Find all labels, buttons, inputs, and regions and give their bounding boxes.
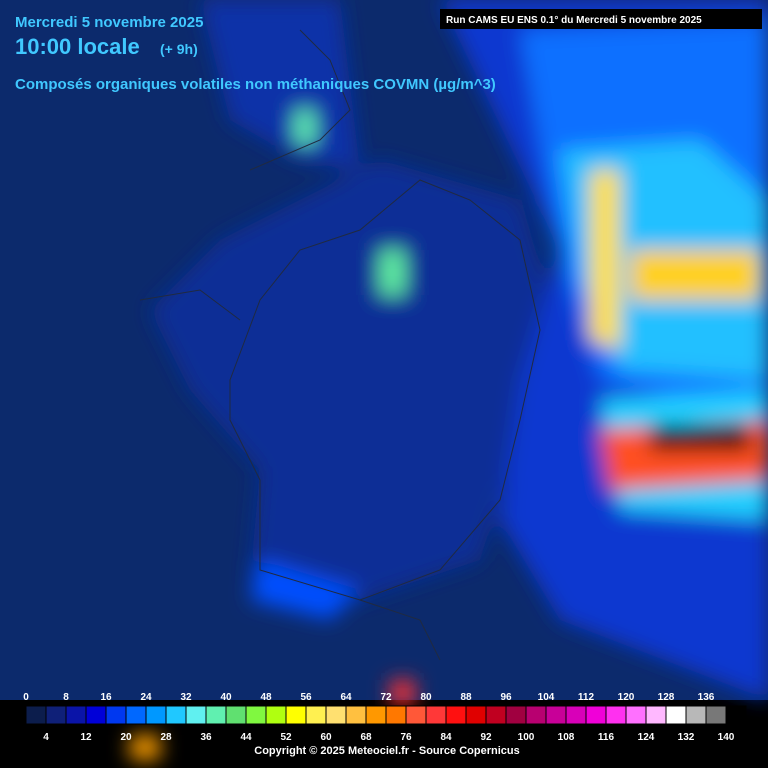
forecast-offset: (+ 9h) [160, 41, 198, 57]
colorbar-tick-label: 80 [420, 692, 432, 703]
colorbar-tick-label: 4 [43, 732, 49, 743]
color-swatch [525, 705, 547, 725]
color-swatch [325, 705, 347, 725]
colorbar-tick-label: 136 [698, 692, 715, 703]
color-swatch [305, 705, 327, 725]
borders [139, 29, 541, 661]
date: Mercredi 5 novembre 2025 [15, 14, 203, 31]
colorbar-tick-label: 140 [718, 732, 735, 743]
color-swatch [65, 705, 87, 725]
colorbar-tick-label: 44 [240, 732, 252, 743]
colorbar: 0481216202428323640444852566064687276808… [23, 692, 747, 743]
run-label-bg [440, 9, 762, 29]
copyright: Copyright © 2025 Meteociel.fr - Source C… [254, 745, 519, 757]
colorbar-tick-label: 128 [658, 692, 675, 703]
colorbar-tick-label: 120 [618, 692, 635, 703]
color-swatch [665, 705, 687, 725]
color-swatch [445, 705, 467, 725]
color-swatch [625, 705, 647, 725]
colorbar-tick-label: 68 [360, 732, 372, 743]
colorbar-tick-label: 112 [578, 692, 595, 703]
color-swatch [145, 705, 167, 725]
color-swatch [125, 705, 147, 725]
color-swatch [225, 705, 247, 725]
colorbar-tick-label: 48 [260, 692, 272, 703]
colorbar-tick-label: 52 [280, 732, 292, 743]
colorbar-tick-label: 56 [300, 692, 312, 703]
color-swatch [565, 705, 587, 725]
colorbar-tick-label: 64 [340, 692, 352, 703]
colorbar-tick-label: 100 [518, 732, 535, 743]
color-swatch [425, 705, 447, 725]
color-swatch [705, 705, 727, 725]
color-swatch [685, 705, 707, 725]
color-swatch [725, 705, 747, 725]
colorbar-tick-label: 96 [500, 692, 512, 703]
color-swatch [205, 705, 227, 725]
colorbar-tick-label: 16 [100, 692, 112, 703]
color-swatch [185, 705, 207, 725]
color-swatch [285, 705, 307, 725]
colorbar-tick-label: 92 [480, 732, 492, 743]
colorbar-tick-label: 124 [638, 732, 655, 743]
color-swatch [645, 705, 667, 725]
colorbar-tick-label: 88 [460, 692, 472, 703]
color-swatch [385, 705, 407, 725]
colorbar-tick-label: 40 [220, 692, 232, 703]
colorbar-tick-label: 20 [120, 732, 132, 743]
color-swatch [585, 705, 607, 725]
colorbar-tick-label: 8 [63, 692, 69, 703]
colorbar-tick-label: 60 [320, 732, 332, 743]
colorbar-tick-label: 132 [678, 732, 695, 743]
colorbar-tick-label: 76 [400, 732, 412, 743]
color-swatch [405, 705, 427, 725]
color-swatch [25, 705, 47, 725]
color-swatch [365, 705, 387, 725]
time: 10:00 locale [15, 34, 140, 59]
color-swatch [465, 705, 487, 725]
color-swatch [165, 705, 187, 725]
color-swatch [605, 705, 627, 725]
color-swatch [545, 705, 567, 725]
color-swatch [265, 705, 287, 725]
color-swatch [345, 705, 367, 725]
colorbar-tick-label: 36 [200, 732, 212, 743]
colorbar-tick-label: 116 [598, 732, 615, 743]
variable-title: Composés organiques volatiles non méthan… [15, 76, 496, 93]
color-swatch [505, 705, 527, 725]
color-swatch [485, 705, 507, 725]
colorbar-tick-label: 104 [538, 692, 555, 703]
colorbar-tick-label: 28 [160, 732, 172, 743]
colorbar-tick-label: 0 [23, 692, 29, 703]
colorbar-tick-label: 24 [140, 692, 152, 703]
colorbar-tick-label: 12 [80, 732, 92, 743]
colorbar-tick-label: 84 [440, 732, 452, 743]
color-swatch [85, 705, 107, 725]
colorbar-tick-label: 72 [380, 692, 392, 703]
colorbar-tick-label: 32 [180, 692, 192, 703]
color-swatch [105, 705, 127, 725]
color-swatch [245, 705, 267, 725]
colorbar-tick-label: 108 [558, 732, 575, 743]
run-label: Run CAMS EU ENS 0.1° du Mercredi 5 novem… [446, 15, 702, 26]
color-swatch [45, 705, 67, 725]
